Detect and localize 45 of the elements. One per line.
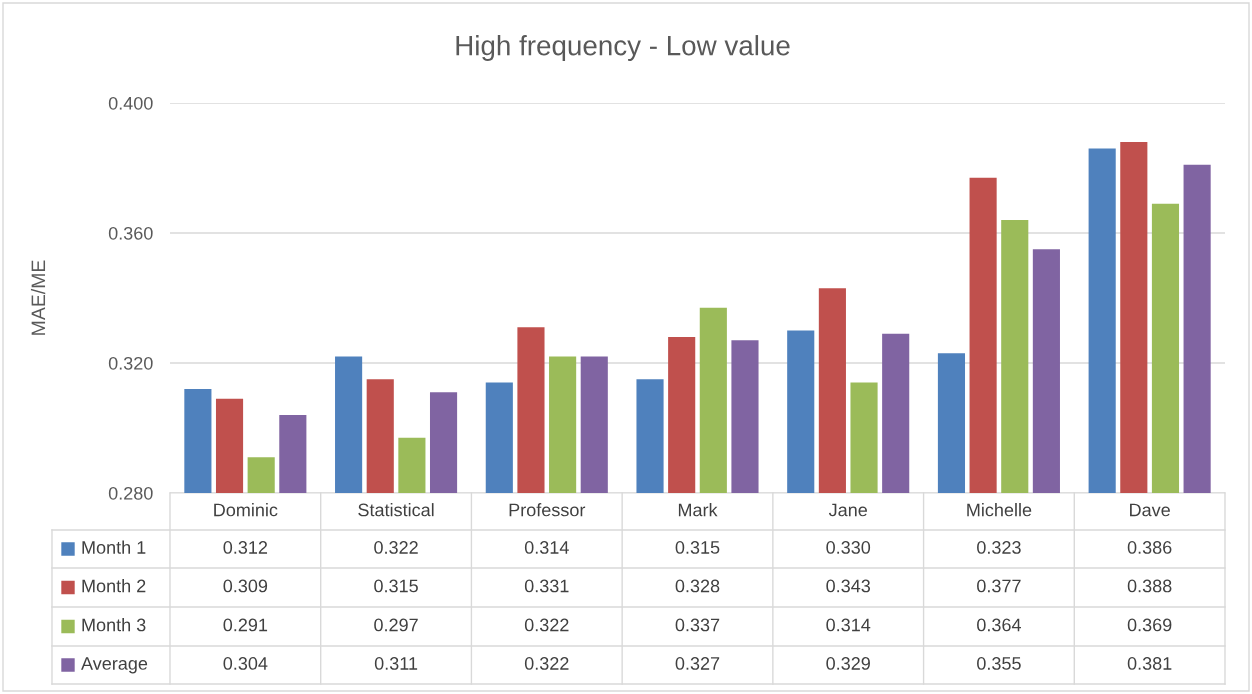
x-tick-label: Dave — [1130, 503, 1170, 517]
data-label: 0.386 — [1127, 541, 1172, 554]
legend-label: Average — [81, 657, 148, 674]
data-label: 0.323 — [977, 541, 1021, 554]
x-tick-label: Mark — [678, 503, 718, 517]
data-label: 0.327 — [675, 657, 720, 670]
data-label: 0.355 — [977, 657, 1021, 670]
data-label: 0.309 — [223, 579, 268, 593]
data-label: 0.291 — [223, 618, 268, 632]
chart-title: High frequency - Low value — [456, 35, 790, 61]
data-label: 0.304 — [223, 657, 268, 670]
data-label: 0.364 — [977, 618, 1021, 632]
y-tick-label: 0.360 — [108, 226, 153, 240]
data-label: 0.328 — [675, 579, 720, 593]
x-tick-label: Professor — [509, 503, 586, 517]
data-label: 0.314 — [524, 541, 569, 554]
data-label: 0.311 — [374, 657, 418, 670]
data-label: 0.312 — [223, 541, 268, 554]
data-label: 0.337 — [675, 618, 720, 632]
y-tick-label: 0.400 — [108, 96, 153, 110]
y-tick-label: 0.280 — [108, 486, 153, 500]
x-tick-label: Michelle — [967, 503, 1032, 517]
data-label: 0.329 — [826, 657, 870, 670]
data-label: 0.297 — [374, 618, 418, 632]
data-label: 0.322 — [374, 541, 418, 554]
data-label: 0.377 — [977, 579, 1021, 593]
data-label: 0.381 — [1127, 657, 1172, 670]
data-label: 0.331 — [524, 579, 569, 593]
y-tick-label: 0.320 — [108, 356, 153, 370]
legend-label: Month 1 — [82, 540, 146, 554]
data-label: 0.322 — [524, 657, 569, 670]
data-label: 0.330 — [826, 541, 871, 554]
data-label: 0.314 — [826, 618, 871, 632]
data-label: 0.388 — [1127, 579, 1172, 593]
y-axis-title: MAE/ME — [30, 260, 46, 335]
x-tick-label: Statistical — [358, 503, 434, 517]
legend-label: Month 3 — [82, 618, 146, 632]
legend-label: Month 2 — [82, 579, 146, 593]
x-tick-label: Dominic — [214, 503, 278, 517]
data-label: 0.315 — [374, 579, 418, 593]
data-label: 0.322 — [524, 618, 569, 632]
data-label: 0.369 — [1127, 618, 1172, 632]
x-tick-label: Jane — [828, 503, 867, 517]
data-label: 0.315 — [675, 541, 720, 554]
data-label: 0.343 — [826, 579, 871, 593]
